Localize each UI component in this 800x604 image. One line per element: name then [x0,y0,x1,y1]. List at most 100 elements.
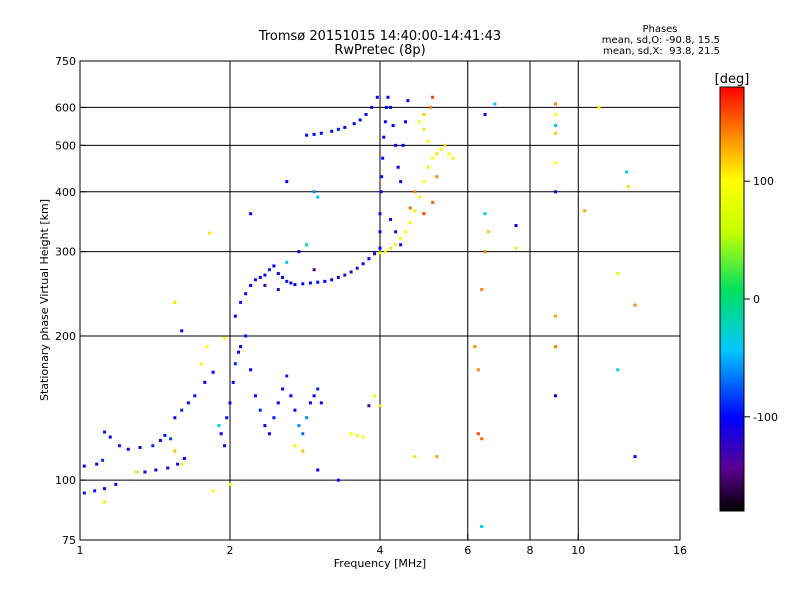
scatter-point [249,368,253,372]
scatter-point [514,224,518,228]
scatter-point [553,314,557,318]
chart-title: Tromsø 20151015 14:40:00-14:41:43 [258,29,501,44]
phases-heading: Phases [642,24,677,35]
scatter-point [330,278,334,282]
x-tick-label: 2 [227,544,234,557]
scatter-point [258,275,262,279]
scatter-point [375,95,379,99]
phase-colorbar: [deg] 100 0 -100 [715,72,778,512]
scatter-point [233,314,237,318]
colorbar-gradient [719,86,745,512]
scatter-point [493,102,497,106]
scatter-point [435,175,439,179]
scatter-point [281,387,285,391]
phases-x-line: mean, sd,X: 93.8, 21.5 [603,46,720,57]
scatter-point [616,272,620,276]
y-tick-label: 300 [55,246,76,259]
scatter-point [236,350,240,354]
scatter-point [378,212,382,216]
scatter-point [263,283,267,287]
scatter-point [403,120,407,124]
scatter-point [301,432,305,436]
scatter-point [553,161,557,165]
scatter-point [117,444,121,448]
y-tick-label: 400 [55,186,76,199]
y-axis-ticks: 75 100 200 300 400 500 600 750 [55,55,86,547]
scatter-point [408,221,412,225]
x-tick-label: 6 [464,544,471,557]
scatter-point [386,95,390,99]
scatter-point [182,456,186,460]
scatter-point [413,190,417,194]
scatter-point [323,279,327,283]
scatter-point [389,218,393,222]
scatter-point [285,180,289,184]
scatter-point [297,424,301,428]
scatter-point [408,206,412,210]
colorbar-tick-label: 0 [753,293,760,306]
scatter-point [616,368,620,372]
scatter-point [82,491,86,495]
scatter-point [349,270,353,274]
scatter-point [367,257,371,261]
y-tick-label: 750 [55,55,76,68]
scatter-point [143,470,147,474]
scatter-point [263,273,267,277]
scatter-point [103,487,107,491]
scatter-point [289,281,293,285]
scatter-point [173,449,177,453]
scatter-point [389,246,393,250]
scatter-point [553,345,557,349]
chart-subtitle: RwPretec (8p) [334,43,425,58]
scatter-point [293,408,297,412]
scatter-point [583,209,587,213]
scatter-point [267,432,271,436]
scatter-point [203,380,207,384]
scatter-point [114,482,118,486]
scatter-point [480,525,484,529]
scatter-point [401,143,405,147]
scatter-point [396,165,400,169]
scatter-point [435,455,439,459]
scatter-point [553,394,557,398]
y-tick-label: 200 [55,330,76,343]
colorbar-unit-label: [deg] [715,72,750,87]
scatter-point [451,156,455,160]
scatter-point [289,394,293,398]
scatter-point [625,170,629,174]
scatter-point [211,489,215,493]
scatter-point [272,416,276,420]
scatter-point [217,424,221,428]
scatter-point [422,127,426,131]
scatter-point [422,180,426,184]
scatter-point [297,250,301,254]
scatter-point [95,462,99,466]
scatter-point [319,131,323,135]
scatter-point [154,468,158,472]
scatter-point [384,105,388,109]
scatter-point [394,243,398,247]
x-tick-label: 10 [571,544,585,557]
scatter-point [176,462,180,466]
scatter-point [336,275,340,279]
scatter-point [394,230,398,234]
scatter-point [163,433,167,437]
scatter-point [305,416,309,420]
scatter-point [249,283,253,287]
scatter-point [272,264,276,268]
scatter-point [633,455,637,459]
y-tick-label: 600 [55,101,76,114]
scatter-point [330,129,334,133]
scatter-point [285,374,289,378]
scatter-point [253,278,257,282]
scatter-point [361,435,365,439]
scatter-point [476,432,480,436]
scatter-point [108,435,112,439]
scatter-point [473,345,477,349]
scatter-point [219,432,223,436]
scatter-point [211,370,215,374]
scatter-point [431,95,435,99]
scatter-point [406,99,410,103]
scatter-point [413,455,417,459]
